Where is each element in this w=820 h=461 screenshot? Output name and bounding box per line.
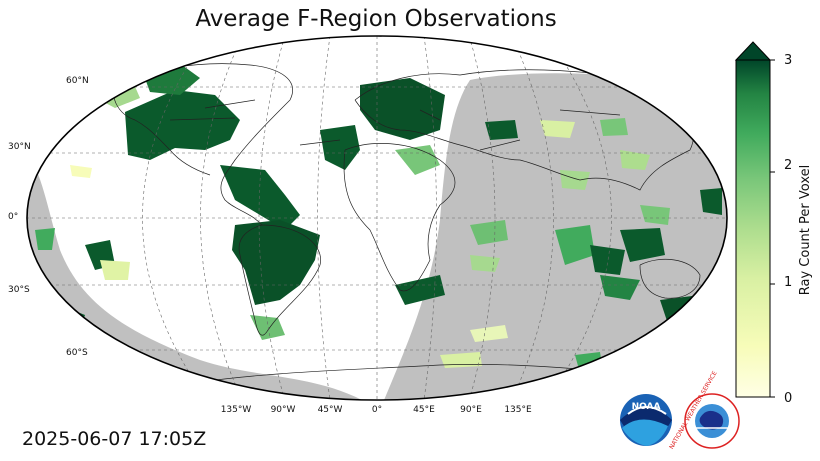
lon-label-135e: 135°E	[504, 405, 532, 415]
colorbar-tick-0: 0	[784, 391, 792, 406]
colorbar-extend-arrow	[734, 41, 772, 61]
lon-label-135w: 135°W	[221, 405, 252, 415]
lon-label-45w: 45°W	[318, 405, 343, 415]
nws-logo: NATIONAL WEATHER SERVICE	[668, 370, 740, 450]
colorbar-tick-1: 1	[784, 275, 792, 290]
lat-label-30s: 30°S	[8, 285, 30, 295]
noaa-logo-text: NOAA	[632, 402, 661, 412]
coastlines	[113, 63, 701, 386]
lon-label-45e: 45°E	[413, 405, 435, 415]
globe-outline	[26, 35, 728, 401]
colorbar-gradient	[735, 59, 771, 398]
globe-area	[27, 36, 727, 400]
lat-label-30n: 30°N	[8, 142, 31, 152]
noaa-logo: NOAA	[620, 394, 672, 446]
lat-label-0: 0°	[8, 212, 18, 222]
lon-label-90w: 90°W	[271, 405, 296, 415]
lat-label-60s: 60°S	[66, 348, 88, 358]
lon-label-90e: 90°E	[460, 405, 482, 415]
colorbar-label: Ray Count Per Voxel	[798, 165, 813, 295]
colorbar: 3 2 1 0 Ray Count Per Voxel	[734, 41, 813, 406]
lon-label-0: 0°	[372, 405, 382, 415]
colorbar-tick-2: 2	[784, 158, 792, 173]
timestamp: 2025-06-07 17:05Z	[22, 428, 207, 450]
lat-label-60n: 60°N	[66, 76, 89, 86]
colorbar-tick-3: 3	[784, 53, 792, 68]
map-title: Average F-Region Observations	[195, 6, 557, 32]
